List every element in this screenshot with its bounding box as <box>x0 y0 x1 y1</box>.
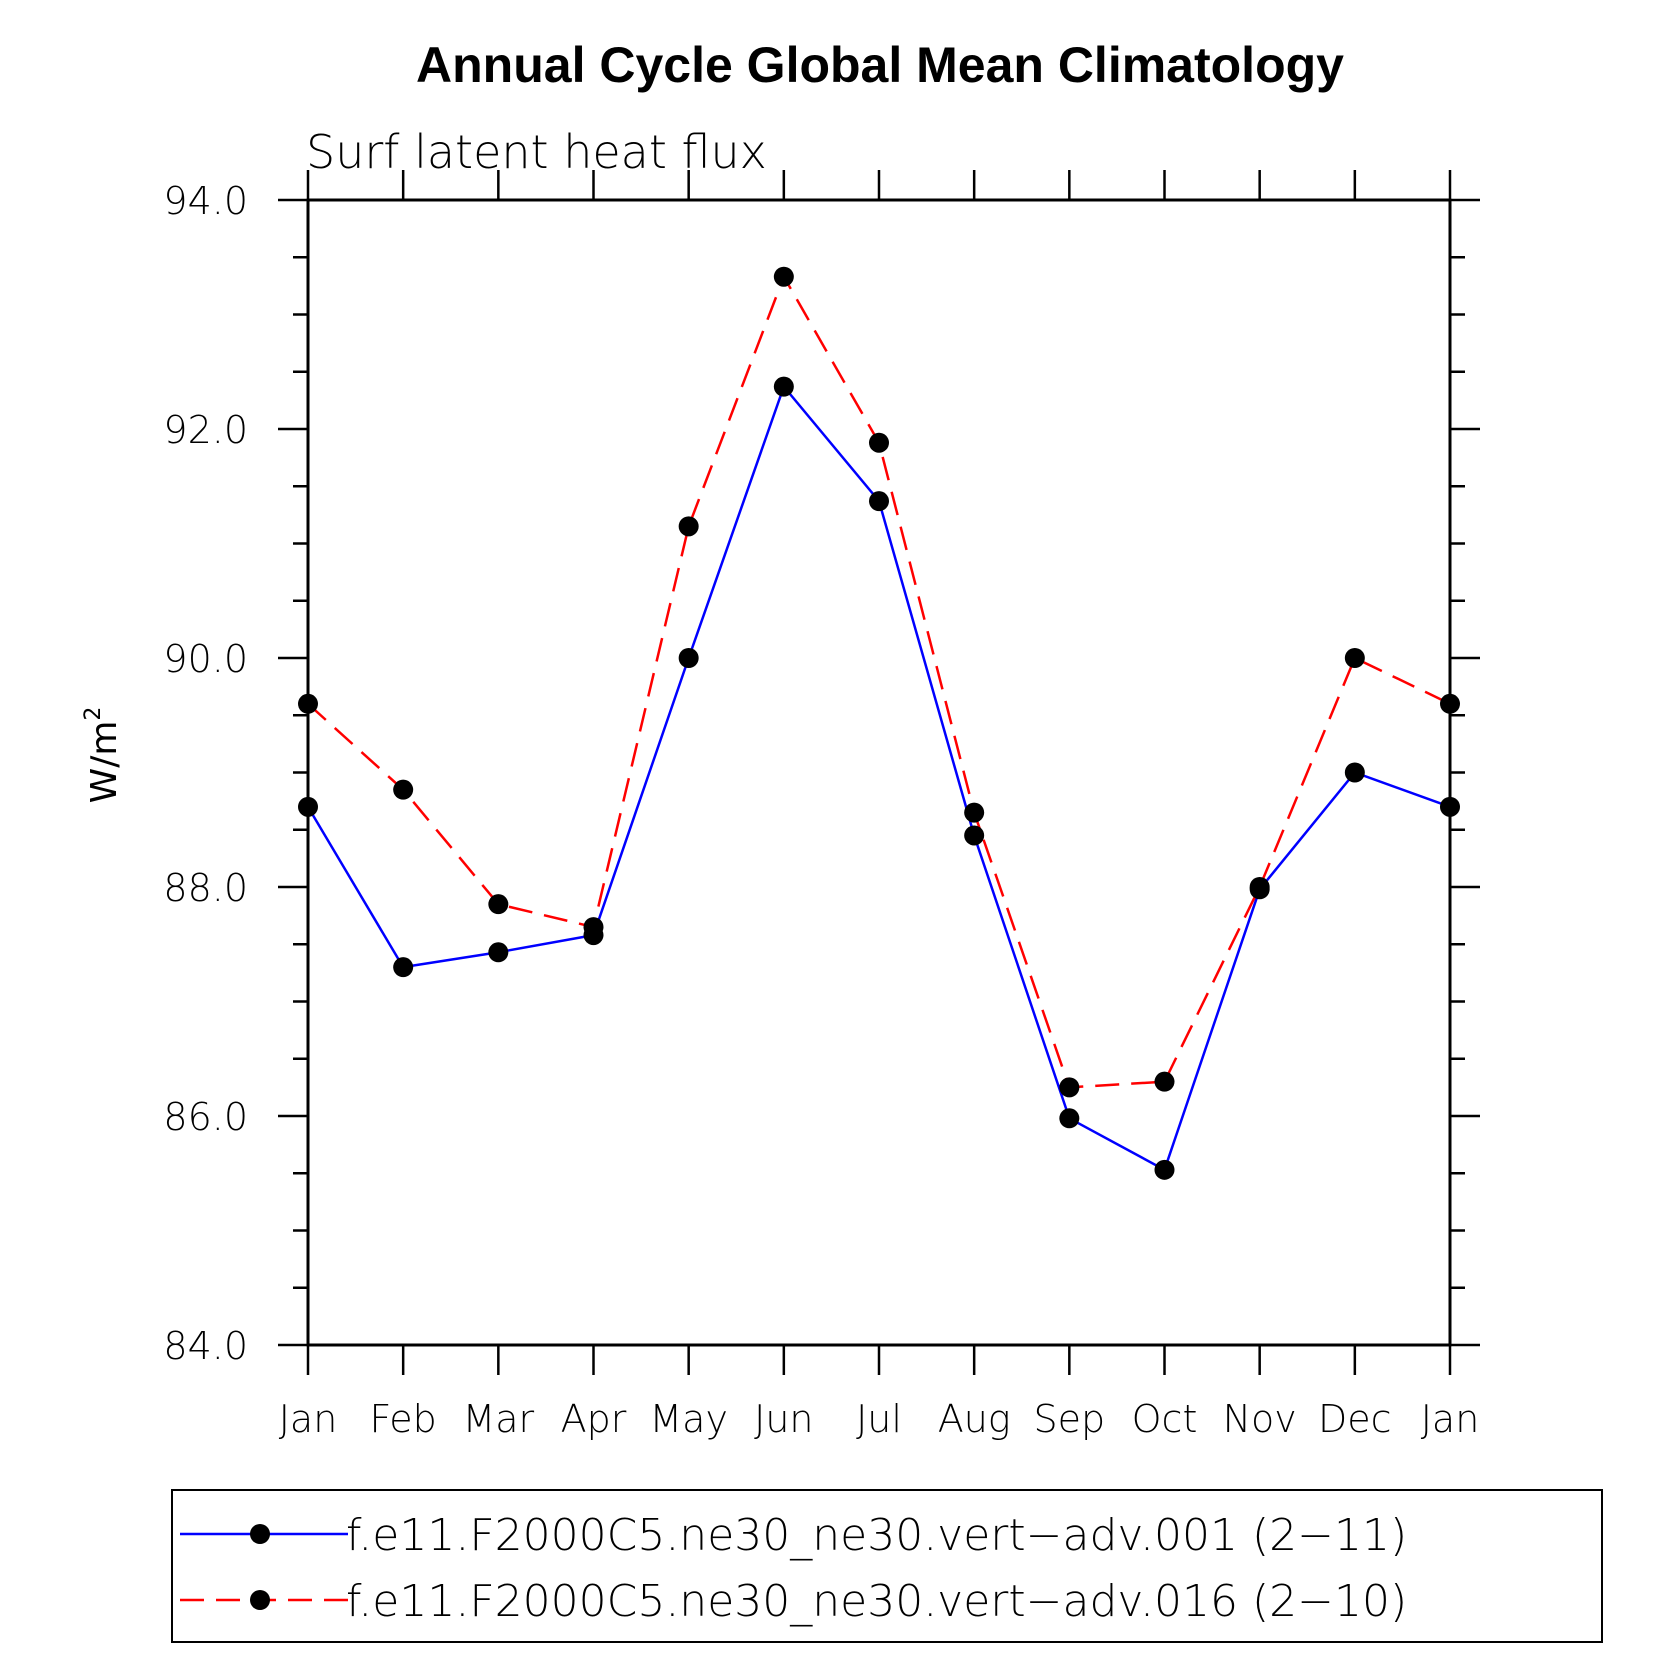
x-tick-label: Jul <box>856 1397 902 1441</box>
data-point <box>488 894 509 915</box>
x-tick-label: Nov <box>1223 1397 1297 1441</box>
data-point <box>1154 1159 1175 1180</box>
data-point <box>869 491 889 512</box>
y-tick-label: 90.0 <box>163 637 248 681</box>
data-point <box>1059 1108 1080 1129</box>
x-tick-label: Sep <box>1034 1397 1106 1441</box>
y-tick-label: 92.0 <box>163 408 248 452</box>
x-tick-label: Oct <box>1132 1397 1198 1441</box>
x-tick-label: Feb <box>370 1397 437 1441</box>
y-tick-label: 86.0 <box>163 1095 248 1139</box>
data-point <box>1344 648 1365 668</box>
data-point <box>678 648 699 668</box>
series-line-2 <box>307 273 1451 1089</box>
y-axis-label: W/m2 <box>81 707 125 804</box>
x-tick-label: Jan <box>279 1397 338 1441</box>
y-axis-label-sup: 2 <box>81 707 106 721</box>
chart-subtitle: Surf latent heat flux <box>306 125 767 179</box>
data-point <box>678 516 699 537</box>
data-point <box>393 957 414 978</box>
x-tick-label: Apr <box>561 1397 627 1441</box>
data-point <box>488 942 509 963</box>
y-axis-label-main: W/m <box>84 721 125 804</box>
data-point <box>773 266 794 287</box>
legend-box <box>171 1489 1603 1643</box>
data-point <box>869 432 889 453</box>
legend-label-1: f.e11.F2000C5.ne30_ne30.vert−adv.001 (2−… <box>346 1510 1407 1561</box>
data-point <box>1344 762 1365 783</box>
data-point <box>1059 1077 1080 1098</box>
data-point <box>773 376 794 397</box>
x-tick-label: Aug <box>938 1397 1011 1441</box>
x-tick-label: May <box>649 1397 728 1441</box>
legend-marker-2 <box>250 1590 270 1610</box>
series-layer <box>298 266 1460 1180</box>
data-point <box>393 779 414 800</box>
x-tick-label: Mar <box>462 1397 534 1441</box>
data-point <box>964 825 985 846</box>
chart-title: Annual Cycle Global Mean Climatology <box>416 37 1344 93</box>
axis-ticks: 84.0 86.0 88.0 90.0 92.0 94.0 Jan Feb Mar Apr May J… <box>163 170 1480 1441</box>
legend: f.e11.F2000C5.ne30_ne30.vert−adv.001 (2−… <box>171 1489 1603 1643</box>
plot-frame <box>306 198 1452 1347</box>
data-point <box>583 917 604 938</box>
y-tick-label: 94.0 <box>163 179 248 223</box>
data-point <box>964 802 985 823</box>
svg-text:W/m2: W/m2 <box>81 707 125 804</box>
data-point <box>1154 1071 1175 1092</box>
legend-label-2: f.e11.F2000C5.ne30_ne30.vert−adv.016 (2−… <box>346 1576 1407 1627</box>
y-tick-label: 88.0 <box>163 866 248 910</box>
y-tick-label: 84.0 <box>163 1324 248 1368</box>
x-tick-label: Jun <box>754 1397 813 1441</box>
legend-marker-1 <box>250 1524 270 1544</box>
data-point <box>1249 877 1270 897</box>
x-tick-label: Jan <box>1421 1397 1480 1441</box>
x-tick-label: Dec <box>1318 1397 1392 1441</box>
